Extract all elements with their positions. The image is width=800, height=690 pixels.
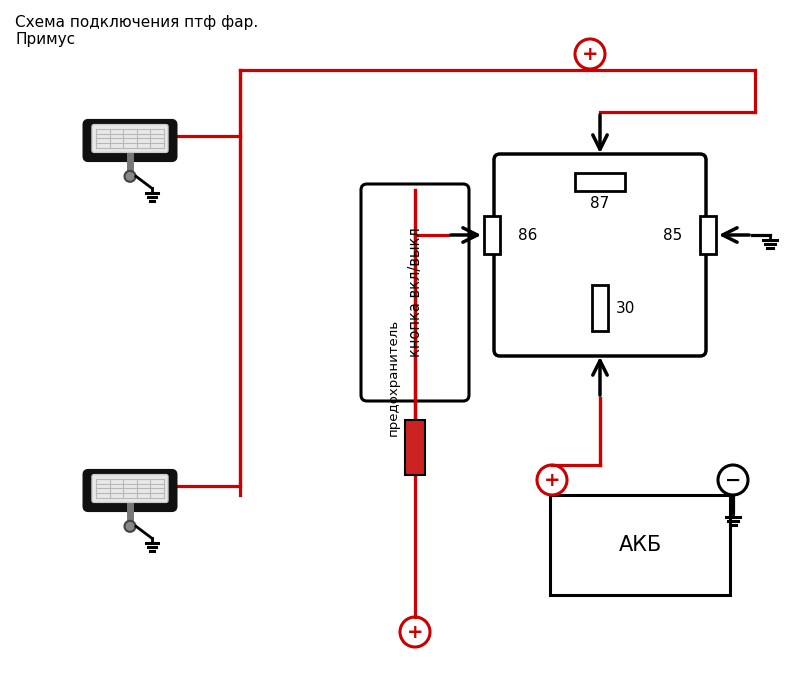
FancyBboxPatch shape [92, 125, 168, 152]
FancyBboxPatch shape [84, 471, 176, 511]
Bar [700, 216, 716, 254]
Bar [550, 495, 730, 595]
Text: предохранитель: предохранитель [386, 319, 399, 436]
Text: Примус: Примус [15, 32, 75, 47]
Text: −: − [725, 471, 741, 489]
Text: кнопка вкл/выкл: кнопка вкл/выкл [407, 228, 422, 357]
Text: +: + [582, 44, 598, 63]
Text: 85: 85 [662, 228, 682, 242]
FancyBboxPatch shape [84, 121, 176, 160]
Bar [592, 285, 608, 331]
Circle shape [125, 521, 135, 532]
Text: 30: 30 [616, 301, 635, 315]
Text: 86: 86 [518, 228, 538, 242]
Text: +: + [406, 622, 423, 642]
FancyBboxPatch shape [92, 475, 168, 502]
Bar [405, 420, 425, 475]
Bar [484, 216, 500, 254]
Circle shape [125, 171, 135, 182]
Bar [575, 173, 625, 191]
FancyBboxPatch shape [361, 184, 469, 401]
Text: 87: 87 [590, 196, 610, 211]
Text: АКБ: АКБ [618, 535, 662, 555]
Text: Схема подключения птф фар.: Схема подключения птф фар. [15, 15, 258, 30]
FancyBboxPatch shape [494, 154, 706, 356]
Text: +: + [544, 471, 560, 489]
